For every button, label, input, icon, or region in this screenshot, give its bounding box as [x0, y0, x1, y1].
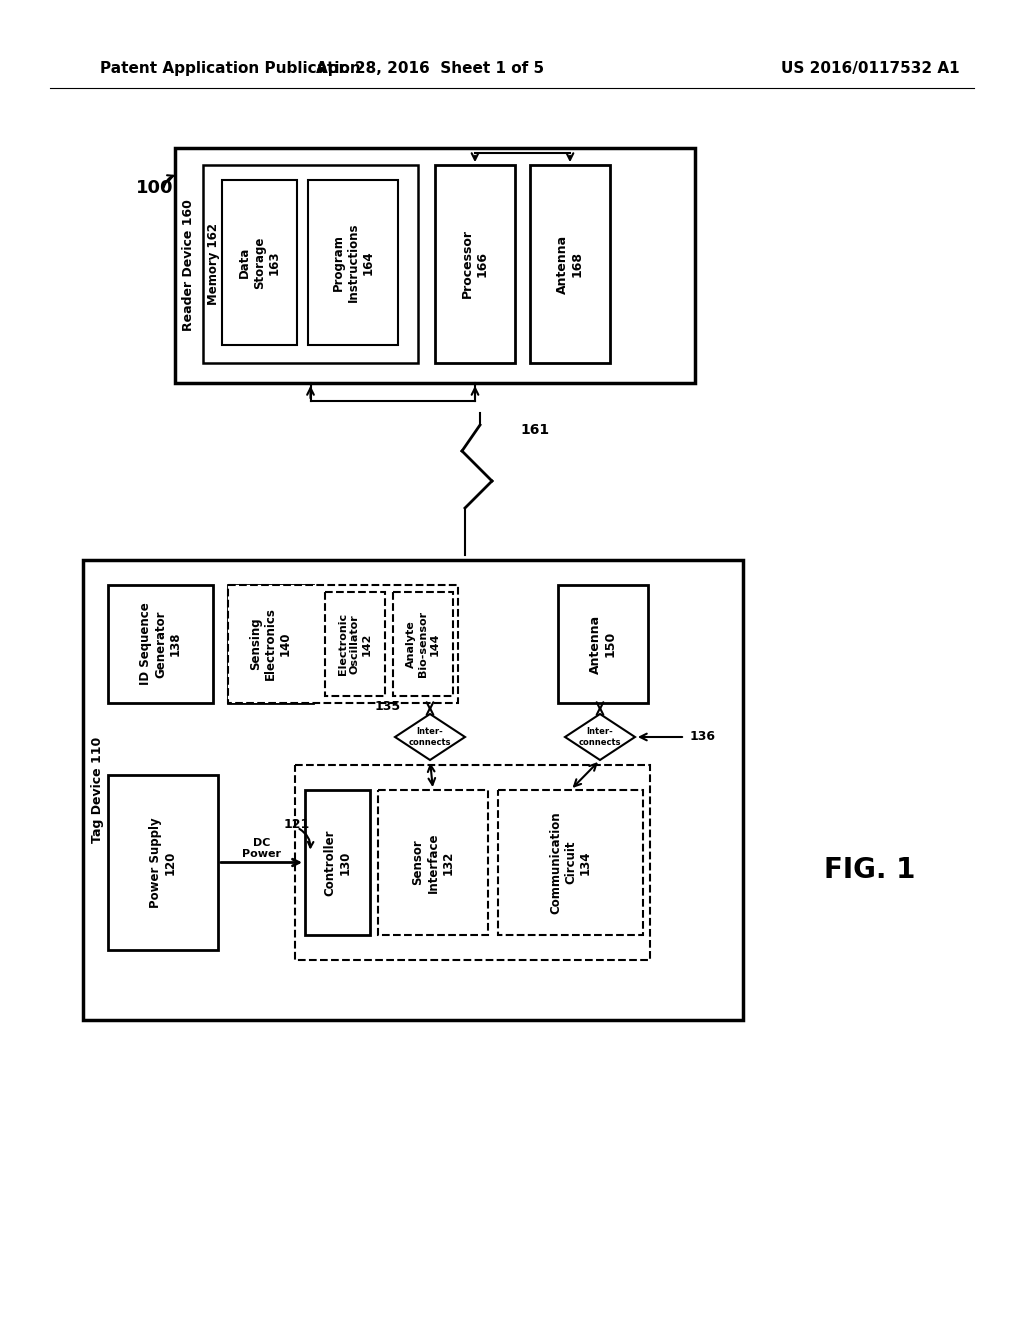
Text: 161: 161: [520, 422, 549, 437]
Bar: [393, 591, 453, 696]
Text: Apr. 28, 2016  Sheet 1 of 5: Apr. 28, 2016 Sheet 1 of 5: [316, 61, 544, 75]
Text: Inter-
connects: Inter- connects: [409, 727, 452, 747]
Bar: [308, 180, 398, 345]
Bar: [175, 148, 695, 383]
Text: 136: 136: [690, 730, 716, 743]
Text: Reader Device 160: Reader Device 160: [181, 199, 195, 331]
Bar: [435, 165, 515, 363]
Text: Inter-
connects: Inter- connects: [579, 727, 622, 747]
Polygon shape: [565, 714, 635, 760]
Bar: [222, 180, 297, 345]
Bar: [228, 585, 313, 704]
Polygon shape: [395, 714, 465, 760]
Bar: [530, 165, 610, 363]
Text: Controller
130: Controller 130: [324, 829, 351, 896]
Text: Sensing
Electronics
140: Sensing Electronics 140: [249, 607, 292, 680]
Text: Patent Application Publication: Patent Application Publication: [100, 61, 360, 75]
Bar: [378, 789, 488, 935]
Text: Tag Device 110: Tag Device 110: [90, 737, 103, 843]
Text: Data
Storage
163: Data Storage 163: [238, 236, 281, 289]
Bar: [558, 585, 648, 704]
Text: Communication
Circuit
134: Communication Circuit 134: [549, 812, 592, 913]
Bar: [108, 775, 218, 950]
Bar: [83, 560, 743, 1020]
Text: ID Sequence
Generator
138: ID Sequence Generator 138: [139, 603, 182, 685]
Text: Antenna
168: Antenna 168: [556, 235, 584, 293]
Text: Analyte
Bio-sensor
144: Analyte Bio-sensor 144: [407, 611, 439, 677]
Text: 135: 135: [375, 701, 401, 714]
Bar: [305, 789, 370, 935]
Text: US 2016/0117532 A1: US 2016/0117532 A1: [780, 61, 959, 75]
Text: Sensor
Interface
132: Sensor Interface 132: [412, 832, 455, 892]
Text: 121: 121: [284, 818, 310, 832]
Bar: [325, 591, 385, 696]
Bar: [295, 766, 650, 960]
Bar: [228, 585, 458, 704]
Text: Antenna
150: Antenna 150: [589, 614, 617, 673]
Text: FIG. 1: FIG. 1: [824, 855, 915, 884]
Text: 100: 100: [136, 180, 174, 197]
Text: Power Supply
120: Power Supply 120: [150, 817, 177, 908]
Text: Processor
166: Processor 166: [461, 230, 489, 298]
Text: DC
Power: DC Power: [242, 838, 281, 859]
Text: Memory 162: Memory 162: [208, 223, 220, 305]
Text: Electronic
Oscillator
142: Electronic Oscillator 142: [338, 612, 372, 675]
Bar: [203, 165, 418, 363]
Bar: [498, 789, 643, 935]
Bar: [108, 585, 213, 704]
Text: Program
Instructions
164: Program Instructions 164: [332, 223, 375, 302]
